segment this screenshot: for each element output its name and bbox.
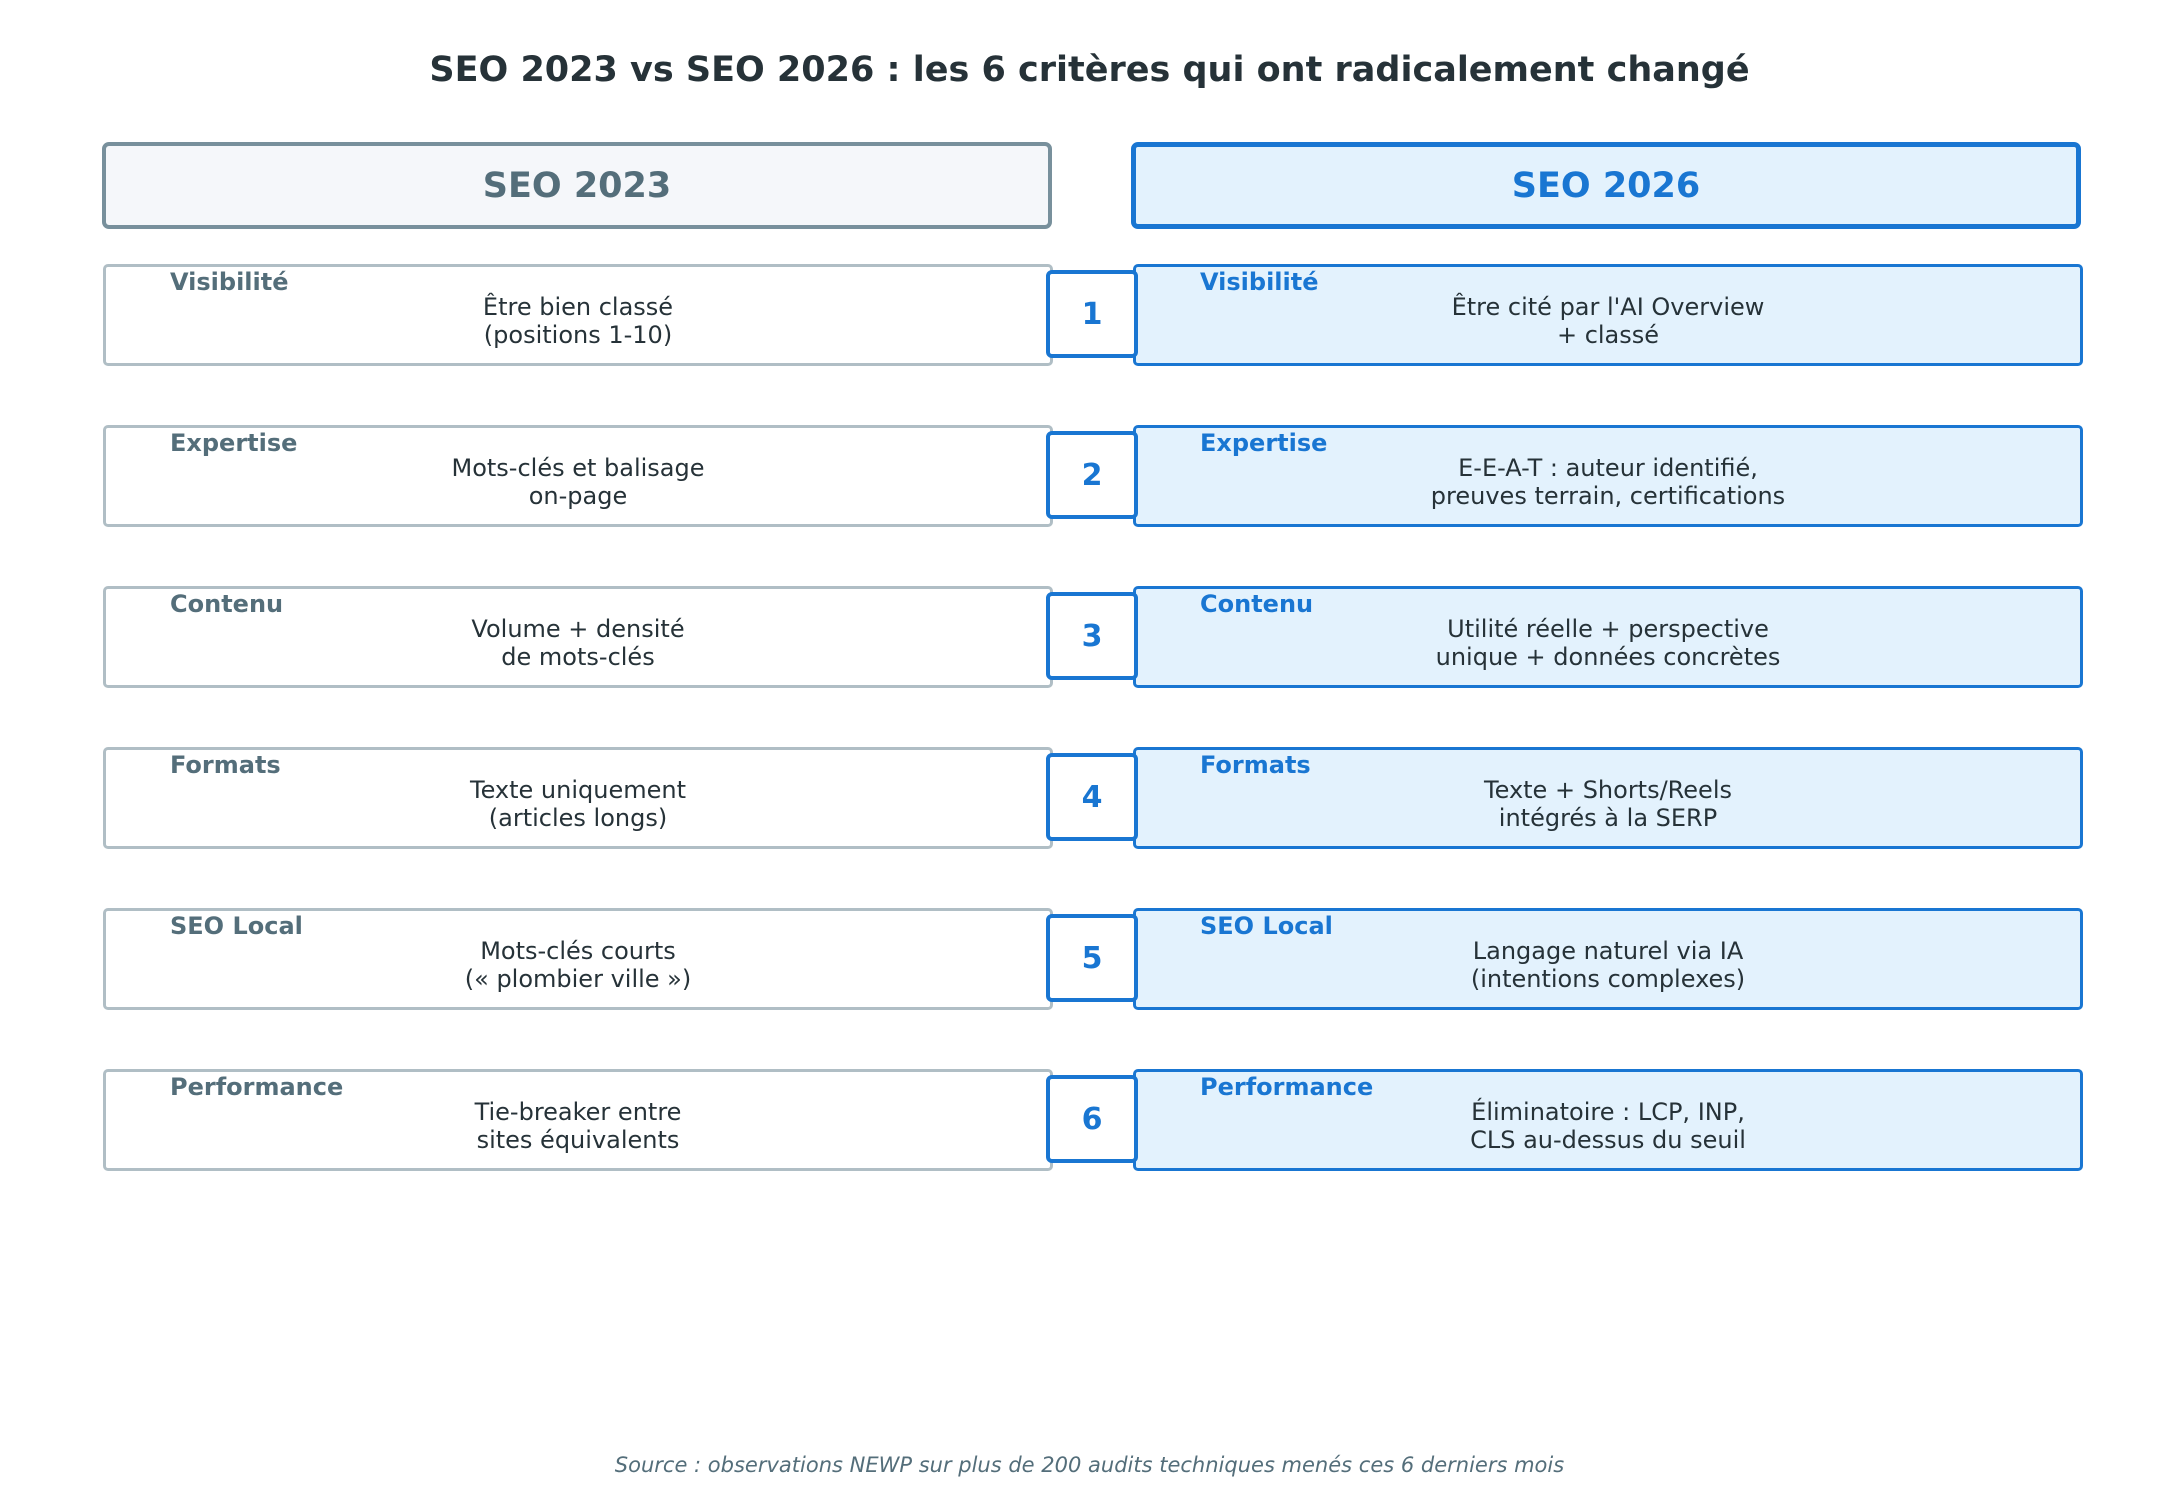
criterion-card-2026: Contenu Utilité réelle + perspective uni…	[1133, 586, 2083, 688]
column-header-2023: SEO 2023	[102, 142, 1052, 229]
criterion-description-2023: Mots-clés courts (« plombier ville »)	[106, 937, 1050, 993]
criterion-label-2023: SEO Local	[170, 912, 303, 940]
criterion-description-2026: Éliminatoire : LCP, INP, CLS au-dessus d…	[1136, 1098, 2080, 1154]
criterion-label-2023: Expertise	[170, 429, 298, 457]
criterion-card-2023: Performance Tie-breaker entre sites équi…	[103, 1069, 1053, 1171]
criterion-label-2026: Performance	[1200, 1073, 1374, 1101]
comparison-row: SEO Local Mots-clés courts (« plombier v…	[0, 908, 2179, 1010]
criterion-card-2023: Visibilité Être bien classé (positions 1…	[103, 264, 1053, 366]
description-line-2: (positions 1-10)	[483, 321, 673, 349]
criterion-number-badge: 2	[1046, 431, 1138, 519]
description-line-1: Mots-clés et balisage	[451, 454, 705, 482]
diagram-title: SEO 2023 vs SEO 2026 : les 6 critères qu…	[429, 50, 1750, 90]
criterion-description-2023: Être bien classé (positions 1-10)	[106, 293, 1050, 349]
description-line-1: Être bien classé	[482, 293, 674, 321]
description-line-2: + classé	[1556, 321, 1660, 349]
criterion-number-badge: 3	[1046, 592, 1138, 680]
description-line-1: E-E-A-T : auteur identifié,	[1458, 454, 1758, 482]
description-line-2: (« plombier ville »)	[464, 965, 692, 993]
criterion-label-2026: SEO Local	[1200, 912, 1333, 940]
criterion-label-2023: Contenu	[170, 590, 284, 618]
criterion-card-2023: Contenu Volume + densité de mots-clés	[103, 586, 1053, 688]
description-line-2: on-page	[528, 482, 628, 510]
column-header-2026: SEO 2026	[1131, 142, 2081, 229]
criterion-number-badge: 4	[1046, 753, 1138, 841]
criterion-card-2026: Performance Éliminatoire : LCP, INP, CLS…	[1133, 1069, 2083, 1171]
description-line-1: Volume + densité	[471, 615, 685, 643]
criterion-label-2023: Formats	[170, 751, 281, 779]
description-line-1: Éliminatoire : LCP, INP,	[1471, 1098, 1745, 1126]
criterion-label-2023: Performance	[170, 1073, 344, 1101]
criterion-label-2023: Visibilité	[170, 268, 289, 296]
criterion-description-2023: Tie-breaker entre sites équivalents	[106, 1098, 1050, 1154]
comparison-row: Formats Texte uniquement (articles longs…	[0, 747, 2179, 849]
description-line-2: sites équivalents	[476, 1126, 680, 1154]
comparison-row: Contenu Volume + densité de mots-clés Co…	[0, 586, 2179, 688]
description-line-2: (articles longs)	[488, 804, 668, 832]
criterion-description-2026: Langage naturel via IA (intentions compl…	[1136, 937, 2080, 993]
criterion-card-2026: Visibilité Être cité par l'AI Overview +…	[1133, 264, 2083, 366]
criterion-card-2023: SEO Local Mots-clés courts (« plombier v…	[103, 908, 1053, 1010]
criterion-number-badge: 5	[1046, 914, 1138, 1002]
criterion-description-2026: E-E-A-T : auteur identifié, preuves terr…	[1136, 454, 2080, 510]
comparison-row: Expertise Mots-clés et balisage on-page …	[0, 425, 2179, 527]
criterion-description-2023: Texte uniquement (articles longs)	[106, 776, 1050, 832]
description-line-2: CLS au-dessus du seuil	[1470, 1126, 1746, 1154]
description-line-2: unique + données concrètes	[1435, 643, 1781, 671]
description-line-1: Tie-breaker entre	[474, 1098, 682, 1126]
description-line-1: Langage naturel via IA	[1472, 937, 1744, 965]
description-line-2: intégrés à la SERP	[1498, 804, 1718, 832]
description-line-2: de mots-clés	[501, 643, 655, 671]
criterion-label-2026: Expertise	[1200, 429, 1328, 457]
description-line-1: Être cité par l'AI Overview	[1451, 293, 1765, 321]
criterion-label-2026: Visibilité	[1200, 268, 1319, 296]
comparison-row: Performance Tie-breaker entre sites équi…	[0, 1069, 2179, 1171]
criterion-number-badge: 6	[1046, 1075, 1138, 1163]
criterion-description-2026: Utilité réelle + perspective unique + do…	[1136, 615, 2080, 671]
criterion-card-2026: SEO Local Langage naturel via IA (intent…	[1133, 908, 2083, 1010]
criterion-description-2023: Volume + densité de mots-clés	[106, 615, 1050, 671]
criterion-description-2023: Mots-clés et balisage on-page	[106, 454, 1050, 510]
criterion-label-2026: Contenu	[1200, 590, 1314, 618]
criterion-card-2023: Formats Texte uniquement (articles longs…	[103, 747, 1053, 849]
source-note: Source : observations NEWP sur plus de 2…	[614, 1453, 1565, 1477]
criterion-card-2023: Expertise Mots-clés et balisage on-page	[103, 425, 1053, 527]
criterion-description-2026: Texte + Shorts/Reels intégrés à la SERP	[1136, 776, 2080, 832]
comparison-row: Visibilité Être bien classé (positions 1…	[0, 264, 2179, 366]
criterion-card-2026: Formats Texte + Shorts/Reels intégrés à …	[1133, 747, 2083, 849]
description-line-2: preuves terrain, certifications	[1430, 482, 1786, 510]
criterion-number-badge: 1	[1046, 270, 1138, 358]
description-line-1: Mots-clés courts	[480, 937, 676, 965]
criterion-description-2026: Être cité par l'AI Overview + classé	[1136, 293, 2080, 349]
description-line-1: Texte uniquement	[470, 776, 686, 804]
criterion-card-2026: Expertise E-E-A-T : auteur identifié, pr…	[1133, 425, 2083, 527]
description-line-1: Utilité réelle + perspective	[1447, 615, 1769, 643]
description-line-2: (intentions complexes)	[1470, 965, 1746, 993]
description-line-1: Texte + Shorts/Reels	[1484, 776, 1732, 804]
criterion-label-2026: Formats	[1200, 751, 1311, 779]
